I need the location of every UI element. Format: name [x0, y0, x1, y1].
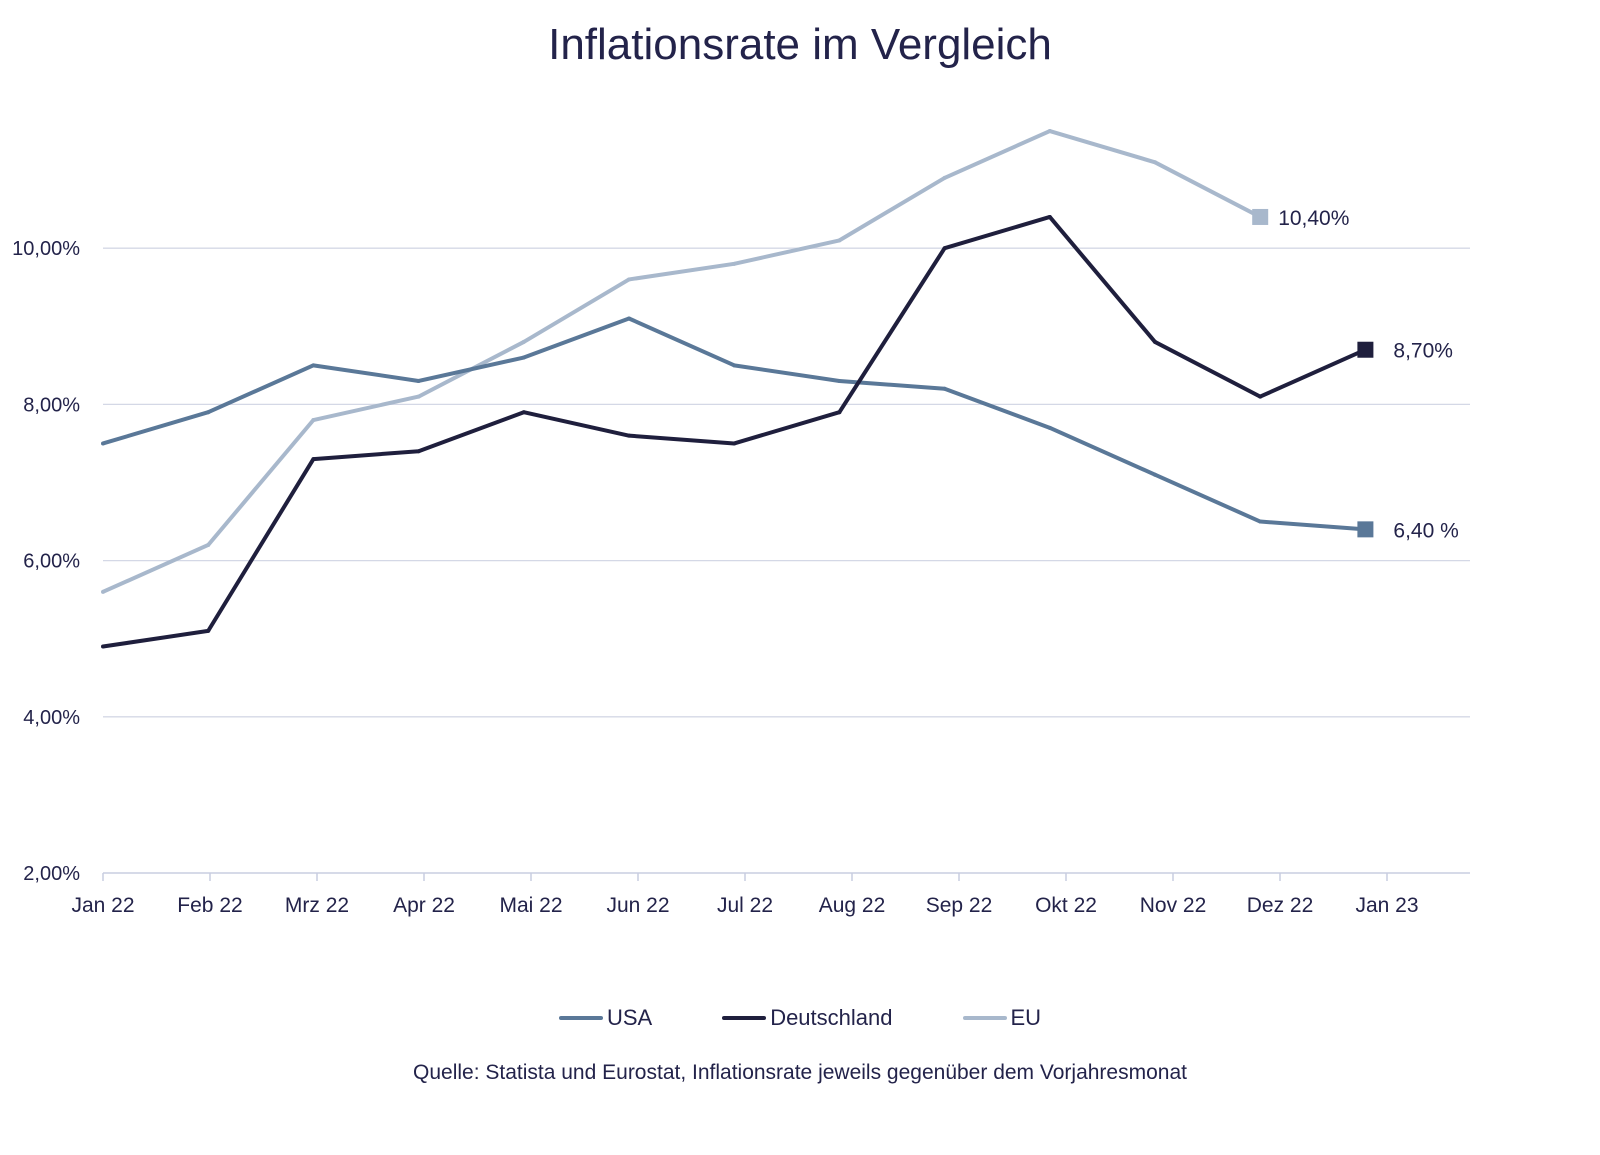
- legend: USA Deutschland EU: [0, 1005, 1600, 1031]
- end-marker: [1357, 341, 1374, 358]
- data-point: [627, 316, 631, 321]
- data-point: [1047, 425, 1052, 430]
- data-point: [627, 277, 631, 282]
- data-point: [521, 410, 526, 415]
- chart-title: Inflationsrate im Vergleich: [548, 20, 1052, 69]
- y-tick-label: 8,00%: [23, 394, 80, 416]
- data-point: [942, 175, 947, 180]
- end-marker: [1357, 521, 1374, 538]
- data-point: [1047, 214, 1052, 219]
- series-line-deutschland: [102, 214, 1367, 649]
- end-label: 6,40 %: [1393, 519, 1458, 542]
- data-point: [1153, 472, 1157, 477]
- x-tick-label: Dez 22: [1247, 894, 1314, 917]
- data-point: [627, 433, 631, 438]
- data-point: [206, 410, 211, 415]
- x-tick-label: Apr 22: [393, 894, 455, 917]
- data-point: [311, 418, 316, 423]
- legend-item: EU: [962, 1005, 1042, 1031]
- data-point: [837, 378, 842, 383]
- legend-swatch: [722, 1016, 767, 1020]
- y-tick-label: 10,00%: [12, 238, 80, 260]
- data-point: [732, 261, 737, 266]
- data-point: [837, 238, 842, 243]
- data-point: [416, 449, 421, 454]
- y-tick-label: 4,00%: [23, 707, 80, 729]
- data-point: [732, 363, 737, 368]
- y-tick-label: 2,00%: [23, 863, 80, 885]
- end-label: 8,70%: [1393, 340, 1453, 363]
- legend-item: Deutschland: [722, 1005, 893, 1031]
- series-line-eu: [102, 129, 1262, 594]
- x-tick-label: Mrz 22: [285, 894, 349, 917]
- data-point: [521, 355, 526, 360]
- x-tick-label: Mai 22: [499, 894, 562, 917]
- data-point: [1258, 519, 1263, 524]
- data-point: [1153, 339, 1157, 344]
- x-tick-label: Jul 22: [717, 894, 773, 917]
- x-tick-label: Jun 22: [606, 894, 669, 917]
- x-tick-label: Jan 23: [1355, 894, 1418, 917]
- data-point: [311, 457, 316, 462]
- end-label: 10,40%: [1278, 207, 1349, 230]
- data-point: [416, 378, 421, 383]
- data-point: [101, 441, 105, 446]
- data-point: [101, 589, 105, 594]
- data-point: [206, 628, 211, 633]
- data-point: [311, 363, 316, 368]
- data-point: [732, 441, 737, 446]
- x-tick-label: Feb 22: [177, 894, 242, 917]
- x-tick-label: Sep 22: [926, 894, 993, 917]
- data-point: [521, 339, 526, 344]
- series-line-usa: [102, 316, 1366, 532]
- data-point: [1047, 129, 1052, 134]
- legend-label: Deutschland: [770, 1005, 893, 1030]
- data-point: [101, 644, 105, 649]
- data-point: [1258, 394, 1263, 399]
- data-point: [837, 410, 842, 415]
- data-point: [206, 542, 211, 547]
- data-point: [942, 246, 947, 251]
- x-tick-label: Jan 22: [71, 894, 134, 917]
- x-tick-label: Aug 22: [819, 894, 886, 917]
- x-tick-label: Okt 22: [1035, 894, 1097, 917]
- legend-item: USA: [558, 1005, 653, 1031]
- legend-swatch: [962, 1016, 1007, 1020]
- data-point: [416, 394, 421, 399]
- legend-label: USA: [606, 1005, 653, 1030]
- data-point: [942, 386, 947, 391]
- y-tick-label: 6,00%: [23, 551, 80, 573]
- source-note: Quelle: Statista und Eurostat, Inflation…: [413, 1061, 1187, 1084]
- legend-swatch: [558, 1016, 603, 1020]
- legend-label: EU: [1010, 1005, 1042, 1030]
- end-marker: [1252, 208, 1269, 225]
- x-tick-label: Nov 22: [1140, 894, 1207, 917]
- data-point: [1153, 160, 1157, 165]
